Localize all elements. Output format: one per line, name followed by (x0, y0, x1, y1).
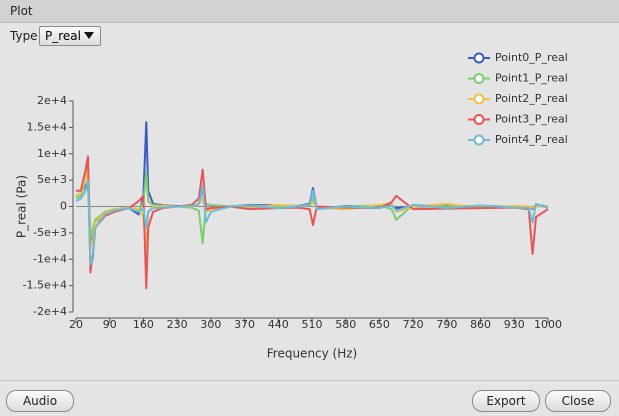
separator (0, 380, 619, 381)
legend-marker (473, 52, 485, 64)
x-tick-label: 1000 (534, 318, 562, 331)
y-tick-label: -1e+4 (33, 252, 67, 265)
x-tick-label: 300 (200, 318, 221, 331)
y-tick-label: 2e+4 (37, 94, 67, 107)
close-button[interactable]: Close (545, 390, 611, 412)
chart: -2e+4 -1.5e+4 -1e+4 -5e+3 0 5e+3 1e+4 1.5e+4 2e+… (15, 51, 568, 361)
x-axis-label: Frequency (Hz) (267, 347, 358, 361)
type-select[interactable]: P_real (39, 26, 101, 46)
window-title: Plot (10, 4, 33, 18)
x-tick-label: 160 (133, 318, 154, 331)
x-tick-label: 790 (436, 318, 457, 331)
export-button[interactable]: Export (472, 390, 540, 412)
legend-marker (473, 73, 485, 84)
x-tick-label: 370 (234, 318, 255, 331)
y-tick-label: 0 (60, 200, 67, 213)
legend-label: Point2_P_real (495, 92, 568, 105)
y-tick-label: -2e+4 (33, 305, 67, 318)
y-tick-label: 1e+4 (37, 147, 67, 160)
y-axis-label: P_real (Pa) (15, 175, 29, 238)
legend-label: Point3_P_real (495, 113, 568, 126)
x-tick-label: 20 (69, 318, 83, 331)
y-tick-label: -1.5e+4 (23, 279, 67, 292)
y-tick-label: 5e+3 (37, 173, 67, 186)
type-label: Type (10, 29, 38, 43)
x-tick-label: 720 (403, 318, 424, 331)
x-tick-label: 580 (335, 318, 356, 331)
x-tick-label: 230 (167, 318, 188, 331)
y-tick-label: 1.5e+4 (27, 120, 67, 133)
legend-marker (473, 134, 485, 146)
x-tick-label: 650 (369, 318, 390, 331)
x-tick-label: 90 (103, 318, 117, 331)
audio-button[interactable]: Audio (6, 390, 74, 412)
y-tick-label: -5e+3 (33, 226, 67, 239)
series-line (75, 179, 549, 266)
legend-label: Point4_P_real (495, 133, 568, 146)
type-value: P_real (45, 29, 81, 43)
legend-label: Point1_P_real (495, 72, 568, 85)
x-tick-label: 440 (268, 318, 289, 331)
legend-marker (473, 93, 485, 105)
x-tick-label: 930 (504, 318, 525, 331)
legend-label: Point0_P_real (495, 51, 568, 64)
legend-marker (473, 114, 485, 125)
x-tick-label: 860 (470, 318, 491, 331)
title-bar: Plot (0, 0, 619, 23)
x-tick-label: 510 (302, 318, 323, 331)
dropdown-arrow (84, 32, 94, 39)
